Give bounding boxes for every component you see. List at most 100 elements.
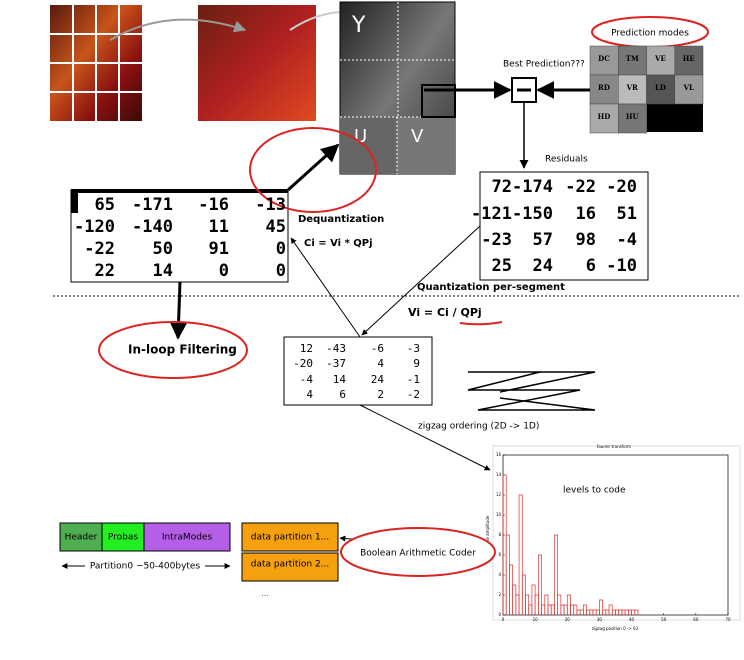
matrix-cell: 24 [533,256,553,276]
cursor [71,191,78,213]
arrow [359,404,491,471]
matrix-cell: 0 [276,261,286,281]
x-axis-label: zigzag position 0 -> 63 [592,626,639,631]
matrix-cell: -22 [84,239,115,259]
matrix-cell: -140 [132,217,173,237]
matrix-cell: -1 [407,373,420,386]
matrix-cell: -20 [606,177,637,197]
y-tick-label: 0 [498,612,501,617]
x-tick-label: 40 [629,617,635,622]
x-tick-label: 30 [597,617,603,622]
label: data partition 2... [251,560,330,570]
matrix-cell: 51 [617,204,637,224]
y-tick-label: 14 [496,472,502,477]
matrix-cell: 14 [333,373,347,386]
matrix-cell: 0 [219,261,229,281]
matrix-cell: -171 [132,195,173,215]
x-tick-label: 70 [725,617,731,622]
matrix-cell: 11 [209,217,229,237]
mode-label: HD [598,112,611,121]
y-tick-label: 8 [498,532,501,537]
formula: Ci = Vi * QPj [304,238,373,249]
y-tick-label: 4 [498,572,501,577]
level-step [599,599,603,615]
zigzag-icon [467,371,596,411]
matrix-cell: -4 [300,373,314,386]
x-tick-label: 10 [533,617,539,622]
mode-label: TM [626,54,639,63]
matrix-cell: -20 [293,357,313,370]
x-tick-label: 0 [502,617,505,622]
underline [459,321,503,326]
source-photo [50,5,142,121]
y-tick-label: 2 [498,592,501,597]
matrix-cell: 12 [300,342,313,355]
dequant-box [70,189,289,283]
header-block [59,522,103,552]
arrow [361,225,481,336]
y-tick-label: 6 [498,552,501,557]
matrix-cell: -37 [326,357,346,370]
label: Probas [108,533,139,543]
matrix-cell: -4 [617,230,637,250]
matrix-cell: -121 [471,204,512,224]
intramodes-block [143,522,231,552]
plane-label: V [411,126,424,147]
matrix-cell: 24 [371,373,385,386]
matrix-cell: 72 [492,177,512,197]
label: Residuals [545,155,588,165]
y-tick-label: 10 [496,512,502,517]
yuv-block [339,1,456,175]
annotation: levels to code [563,486,626,496]
plane-label: Y [351,13,366,38]
mode-cell [618,103,647,134]
plane-label: U [354,126,367,147]
matrix-cell: 98 [576,230,596,250]
residuals-box [479,171,649,281]
level-step [518,494,523,615]
label: In-loop Filtering [128,343,237,357]
matrix-cell: 57 [533,230,553,250]
matrix-cell: -10 [606,256,637,276]
matrix-cell: -6 [371,342,384,355]
matrix-cell: 22 [95,261,115,281]
matrix-cell: 4 [377,357,384,370]
matrix-cell: 4 [306,388,313,401]
mode-cell [646,74,675,105]
mode-label: VE [654,54,666,63]
arrow [286,143,340,192]
matrix-cell: -23 [481,230,512,250]
x-tick-label: 20 [565,617,571,622]
label: Header [65,533,98,543]
label: Best Prediction??? [503,60,585,70]
arrow [169,281,188,340]
arrow [109,18,247,41]
matrix-cell: -174 [512,177,553,197]
matrix-cell: 6 [339,388,346,401]
y-tick-label: 16 [496,452,502,457]
matrix-cell: 0 [276,239,286,259]
y-tick-label: 12 [496,492,502,497]
plot: 0 10 20 30 40 50 60 70 0 2 4 6 8 10 12 14 16 [492,445,741,622]
label: zigzag ordering (2D -> 1D) [418,422,539,432]
mode-label: HU [626,112,639,121]
formula: Vi = Ci / QPj [408,306,482,319]
matrix-cell: -120 [74,217,115,237]
matrix-cell: -3 [407,342,420,355]
highlight [98,321,248,379]
matrix-cell: 2 [377,388,384,401]
matrix-cell: 45 [266,217,286,237]
quant-box [283,336,433,406]
label: data partition 1... [251,533,330,543]
label: Boolean Arithmetic Coder [360,549,476,559]
matrix-cell: 25 [492,256,512,276]
highlight [249,127,377,213]
label: Quantization per-segment [417,282,565,293]
mode-cell [674,45,704,76]
mode-label: VL [683,83,694,92]
matrix-cell: -43 [326,342,346,355]
label: IntraModes [162,533,213,543]
matrix-cell: -150 [512,204,553,224]
y-axis-label: absolute amplitude [485,515,490,554]
